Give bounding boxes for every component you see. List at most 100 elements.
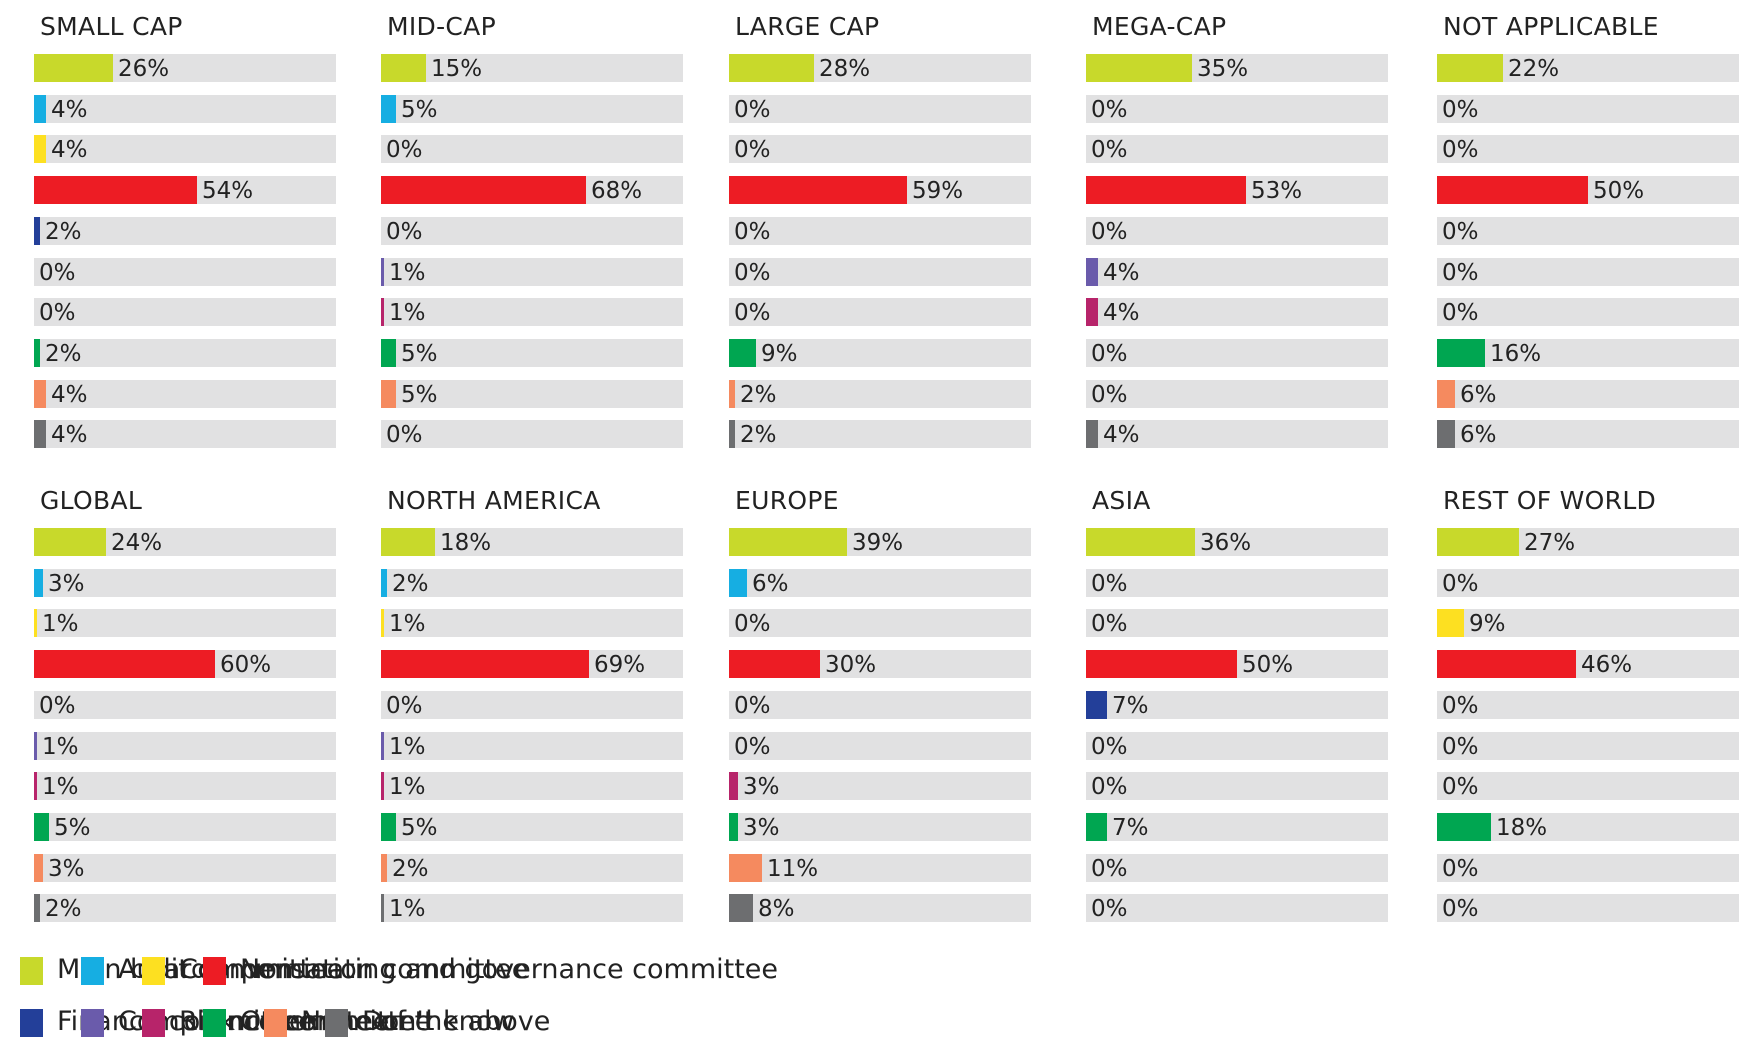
legend-swatch xyxy=(20,1009,43,1037)
bar-track: 6% xyxy=(1437,420,1739,449)
bar-compensation-committee xyxy=(34,609,37,638)
bar-compliance-committee xyxy=(381,731,384,760)
bar-value-label: 4% xyxy=(51,96,88,123)
bar-none-of-the-above xyxy=(1437,379,1455,408)
bar-track: 5% xyxy=(381,338,683,367)
bar-value-label: 0% xyxy=(1442,137,1479,164)
bar-risk-committee xyxy=(381,298,384,327)
bar-risk-committee xyxy=(1086,298,1098,327)
panel-global: GLOBAL 24% 3% 1% 60% 0% 1% 1% 5% 3% 2% xyxy=(34,486,336,946)
bar-value-label: 2% xyxy=(740,422,777,449)
bar-nominating-and-governance-committee xyxy=(1086,650,1237,679)
bar-audit-committee xyxy=(34,94,46,123)
legend-swatch xyxy=(203,1009,226,1037)
bar-value-label: 4% xyxy=(1103,259,1140,286)
bar-value-label: 5% xyxy=(401,96,438,123)
bar-value-label: 0% xyxy=(1091,611,1128,638)
bar-nominating-and-governance-committee xyxy=(1437,650,1576,679)
bar-value-label: 18% xyxy=(1496,814,1548,841)
bar-track: 0% xyxy=(34,690,336,719)
bar-risk-committee xyxy=(729,772,738,801)
bar-value-label: 1% xyxy=(389,611,426,638)
legend-item-don-t-know: Don't know xyxy=(325,1002,514,1042)
bar-none-of-the-above xyxy=(381,379,396,408)
bar-track: 4% xyxy=(1086,298,1388,327)
bar-track: 4% xyxy=(34,94,336,123)
bar-value-label: 30% xyxy=(825,652,877,679)
bar-value-label: 28% xyxy=(819,56,871,82)
bar-track: 0% xyxy=(1086,216,1388,245)
bar-main-board xyxy=(1437,528,1519,556)
panel-rest-of-world: REST OF WORLD 27% 0% 9% 46% 0% 0% 0% 18% 0% 0% xyxy=(1437,486,1739,946)
bar-track: 50% xyxy=(1086,650,1388,679)
bar-value-label: 2% xyxy=(392,855,429,882)
bar-track: 4% xyxy=(34,379,336,408)
bar-value-label: 0% xyxy=(1091,137,1128,164)
bar-value-label: 2% xyxy=(45,896,82,923)
bar-value-label: 27% xyxy=(1524,530,1576,556)
bar-track: 0% xyxy=(1437,298,1739,327)
bar-value-label: 60% xyxy=(220,652,272,679)
bar-value-label: 0% xyxy=(1091,855,1128,882)
bar-finance-committee xyxy=(1086,690,1107,719)
bar-track: 9% xyxy=(1437,609,1739,638)
bar-value-label: 0% xyxy=(1091,381,1128,408)
bar-value-label: 35% xyxy=(1197,56,1249,82)
bar-track: 24% xyxy=(34,528,336,556)
legend-swatch xyxy=(325,1009,348,1037)
bar-don-t-know xyxy=(34,894,40,923)
bar-track: 54% xyxy=(34,176,336,205)
bar-track: 0% xyxy=(1086,94,1388,123)
bar-value-label: 69% xyxy=(594,652,646,679)
bar-value-label: 0% xyxy=(386,137,423,164)
bar-track: 0% xyxy=(34,298,336,327)
bar-value-label: 3% xyxy=(743,814,780,841)
bar-track: 18% xyxy=(381,528,683,556)
bar-value-label: 9% xyxy=(1469,611,1506,638)
bar-nominating-and-governance-committee xyxy=(1437,176,1588,205)
bar-track: 1% xyxy=(34,772,336,801)
bar-main-board xyxy=(34,528,106,556)
bar-value-label: 26% xyxy=(118,56,170,82)
bar-track: 0% xyxy=(1437,731,1739,760)
bar-value-label: 4% xyxy=(51,137,88,164)
bar-track: 0% xyxy=(729,216,1031,245)
bar-track: 4% xyxy=(1086,420,1388,449)
bar-value-label: 0% xyxy=(734,300,771,327)
bar-value-label: 1% xyxy=(389,896,426,923)
bar-track: 36% xyxy=(1086,528,1388,556)
bar-value-label: 0% xyxy=(734,692,771,719)
panel-not-applicable: NOT APPLICABLE 22% 0% 0% 50% 0% 0% 0% 16% 6% 6% xyxy=(1437,12,1739,472)
bar-track: 8% xyxy=(729,894,1031,923)
bar-value-label: 0% xyxy=(39,692,76,719)
bar-track: 28% xyxy=(729,54,1031,82)
bar-value-label: 59% xyxy=(912,178,964,205)
bar-value-label: 22% xyxy=(1508,56,1560,82)
legend-swatch xyxy=(203,957,226,985)
bar-value-label: 5% xyxy=(401,814,438,841)
panel-title: LARGE CAP xyxy=(735,12,880,41)
bar-track: 53% xyxy=(1086,176,1388,205)
bar-don-t-know xyxy=(1086,420,1098,449)
bar-compliance-committee xyxy=(34,731,37,760)
bar-nominating-and-governance-committee xyxy=(34,650,215,679)
bar-value-label: 1% xyxy=(389,733,426,760)
bar-compensation-committee xyxy=(34,135,46,164)
legend-swatch xyxy=(81,1009,104,1037)
bar-track: 0% xyxy=(1086,731,1388,760)
panel-small-cap: SMALL CAP 26% 4% 4% 54% 2% 0% 0% 2% 4% 4% xyxy=(34,12,336,472)
bar-track: 3% xyxy=(729,812,1031,841)
bar-track: 0% xyxy=(1437,257,1739,286)
bar-track: 69% xyxy=(381,650,683,679)
bar-audit-committee xyxy=(381,568,387,597)
bar-value-label: 0% xyxy=(386,218,423,245)
bar-audit-committee xyxy=(729,568,747,597)
bar-value-label: 0% xyxy=(1091,774,1128,801)
bar-value-label: 1% xyxy=(42,733,79,760)
bar-value-label: 0% xyxy=(1091,340,1128,367)
bar-track: 2% xyxy=(34,894,336,923)
legend-swatch xyxy=(20,957,43,985)
bar-other xyxy=(729,338,756,367)
bar-value-label: 0% xyxy=(1442,855,1479,882)
